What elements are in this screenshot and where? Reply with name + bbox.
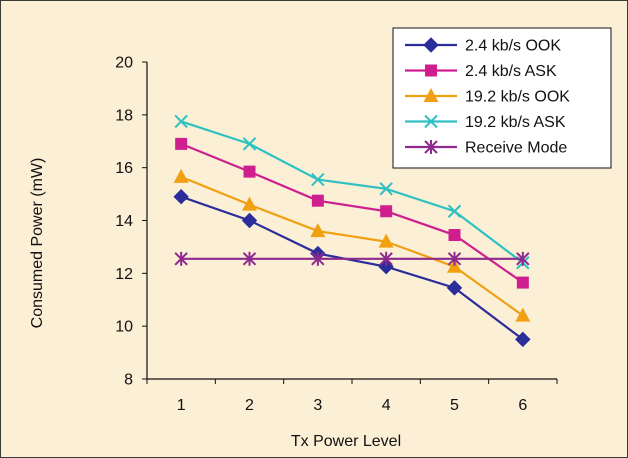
plot-marks bbox=[173, 114, 531, 348]
data-point bbox=[173, 168, 189, 183]
y-tick-label: 20 bbox=[115, 55, 133, 72]
legend-label: 2.4 kb/s OOK bbox=[465, 38, 561, 55]
data-point bbox=[242, 251, 257, 266]
data-point bbox=[446, 280, 463, 296]
data-point bbox=[174, 114, 188, 129]
data-point bbox=[311, 172, 325, 187]
legend-marker bbox=[423, 37, 439, 53]
legend-item: 19.2 kb/s ASK bbox=[405, 114, 566, 131]
data-point bbox=[380, 205, 393, 218]
y-tick-label: 16 bbox=[115, 160, 133, 177]
data-point bbox=[242, 137, 257, 151]
legend-item: 2.4 kb/s ASK bbox=[405, 63, 557, 80]
legend-marker bbox=[424, 140, 438, 154]
legend-label: 2.4 kb/s ASK bbox=[465, 63, 557, 80]
legend-marker bbox=[423, 88, 439, 102]
data-point bbox=[242, 196, 257, 211]
series-line bbox=[180, 175, 524, 317]
series-2 bbox=[175, 137, 529, 289]
data-point bbox=[379, 251, 393, 266]
x-tick-label: 4 bbox=[382, 397, 391, 414]
data-point bbox=[378, 233, 394, 248]
series-1 bbox=[173, 189, 531, 348]
series-3 bbox=[173, 168, 531, 322]
data-point bbox=[175, 137, 188, 150]
data-point bbox=[173, 189, 189, 205]
legend-label: 19.2 kb/s OOK bbox=[465, 89, 570, 106]
data-point bbox=[243, 165, 256, 178]
data-point bbox=[515, 331, 531, 348]
x-tick-label: 2 bbox=[245, 397, 254, 414]
data-point bbox=[174, 251, 188, 266]
data-point bbox=[516, 251, 530, 266]
x-axis-label: Tx Power Level bbox=[291, 433, 401, 450]
data-point bbox=[311, 251, 325, 266]
y-tick-label: 12 bbox=[115, 266, 133, 283]
data-point bbox=[311, 194, 324, 207]
x-tick-label: 5 bbox=[450, 397, 459, 414]
legend-label: 19.2 kb/s ASK bbox=[465, 114, 566, 131]
series-4 bbox=[174, 114, 530, 270]
series-line bbox=[180, 120, 524, 264]
legend: 2.4 kb/s OOK 2.4 kb/s ASK 19.2 kb/s OOK 19.… bbox=[392, 27, 612, 169]
y-tick-label: 10 bbox=[115, 319, 133, 336]
x-tick-label: 3 bbox=[313, 397, 322, 414]
legend-label: Receive Mode bbox=[465, 140, 567, 157]
x-tick-label: 1 bbox=[177, 397, 186, 414]
legend-marker bbox=[424, 114, 438, 129]
legend-item: 19.2 kb/s OOK bbox=[405, 88, 570, 106]
y-tick-label: 8 bbox=[124, 372, 133, 389]
series-5 bbox=[174, 251, 530, 266]
legend-item: 2.4 kb/s OOK bbox=[405, 37, 561, 55]
y-axis-label: Consumed Power (mW) bbox=[29, 158, 46, 329]
legend-item: Receive Mode bbox=[405, 140, 567, 157]
data-point bbox=[447, 251, 462, 266]
data-point bbox=[448, 229, 461, 242]
series-line bbox=[180, 195, 524, 341]
data-point bbox=[516, 276, 529, 289]
data-point bbox=[515, 307, 531, 322]
y-tick-label: 14 bbox=[115, 213, 133, 230]
data-point bbox=[447, 204, 462, 218]
y-tick-label: 18 bbox=[115, 107, 133, 124]
x-tick-label: 6 bbox=[518, 397, 527, 414]
legend-marker bbox=[425, 64, 437, 77]
series-line bbox=[180, 142, 524, 284]
data-point bbox=[241, 212, 258, 229]
data-point bbox=[379, 182, 393, 196]
data-point bbox=[310, 223, 326, 238]
